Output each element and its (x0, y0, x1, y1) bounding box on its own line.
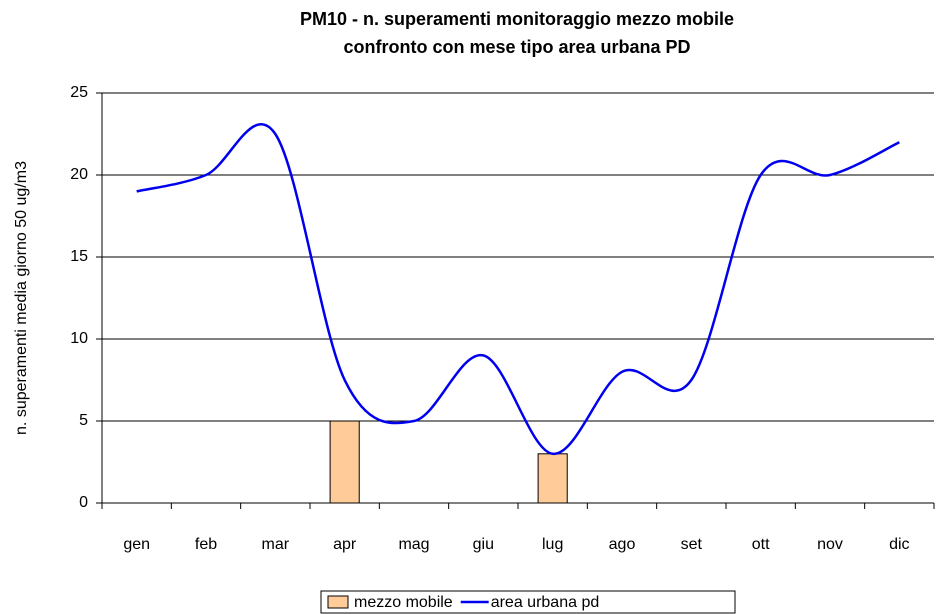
bar (329, 420, 360, 504)
x-tick-label: ago (609, 536, 636, 553)
x-tick-label: giu (473, 536, 494, 553)
legend-label: area urbana pd (491, 594, 600, 611)
x-tick-label: gen (123, 536, 150, 553)
y-tick-label: 25 (70, 84, 88, 101)
bar (537, 453, 568, 504)
legend-label: mezzo mobile (354, 594, 453, 611)
x-tick-label: dic (889, 536, 909, 553)
line (136, 123, 900, 456)
x-tick-label: lug (542, 536, 563, 553)
legend-box (320, 590, 736, 614)
x-tick-label: set (681, 536, 703, 553)
y-tick-label: 5 (79, 412, 88, 429)
chart-title: PM10 - n. superamenti monitoraggio mezzo… (300, 9, 734, 29)
x-tick-label: mar (262, 536, 290, 553)
y-tick-label: 10 (70, 330, 88, 347)
x-tick-label: nov (817, 536, 843, 553)
y-axis-label: n. superamenti media giorno 50 ug/m3 (13, 161, 30, 435)
x-tick-label: apr (333, 536, 357, 553)
x-tick-label: mag (398, 536, 429, 553)
x-tick-label: ott (752, 536, 770, 553)
chart-title: confronto con mese tipo area urbana PD (343, 37, 690, 57)
x-tick-label: feb (195, 536, 217, 553)
y-tick-label: 15 (70, 248, 88, 265)
y-tick-label: 0 (79, 494, 88, 511)
legend-swatch (327, 595, 349, 609)
y-tick-label: 20 (70, 166, 88, 183)
